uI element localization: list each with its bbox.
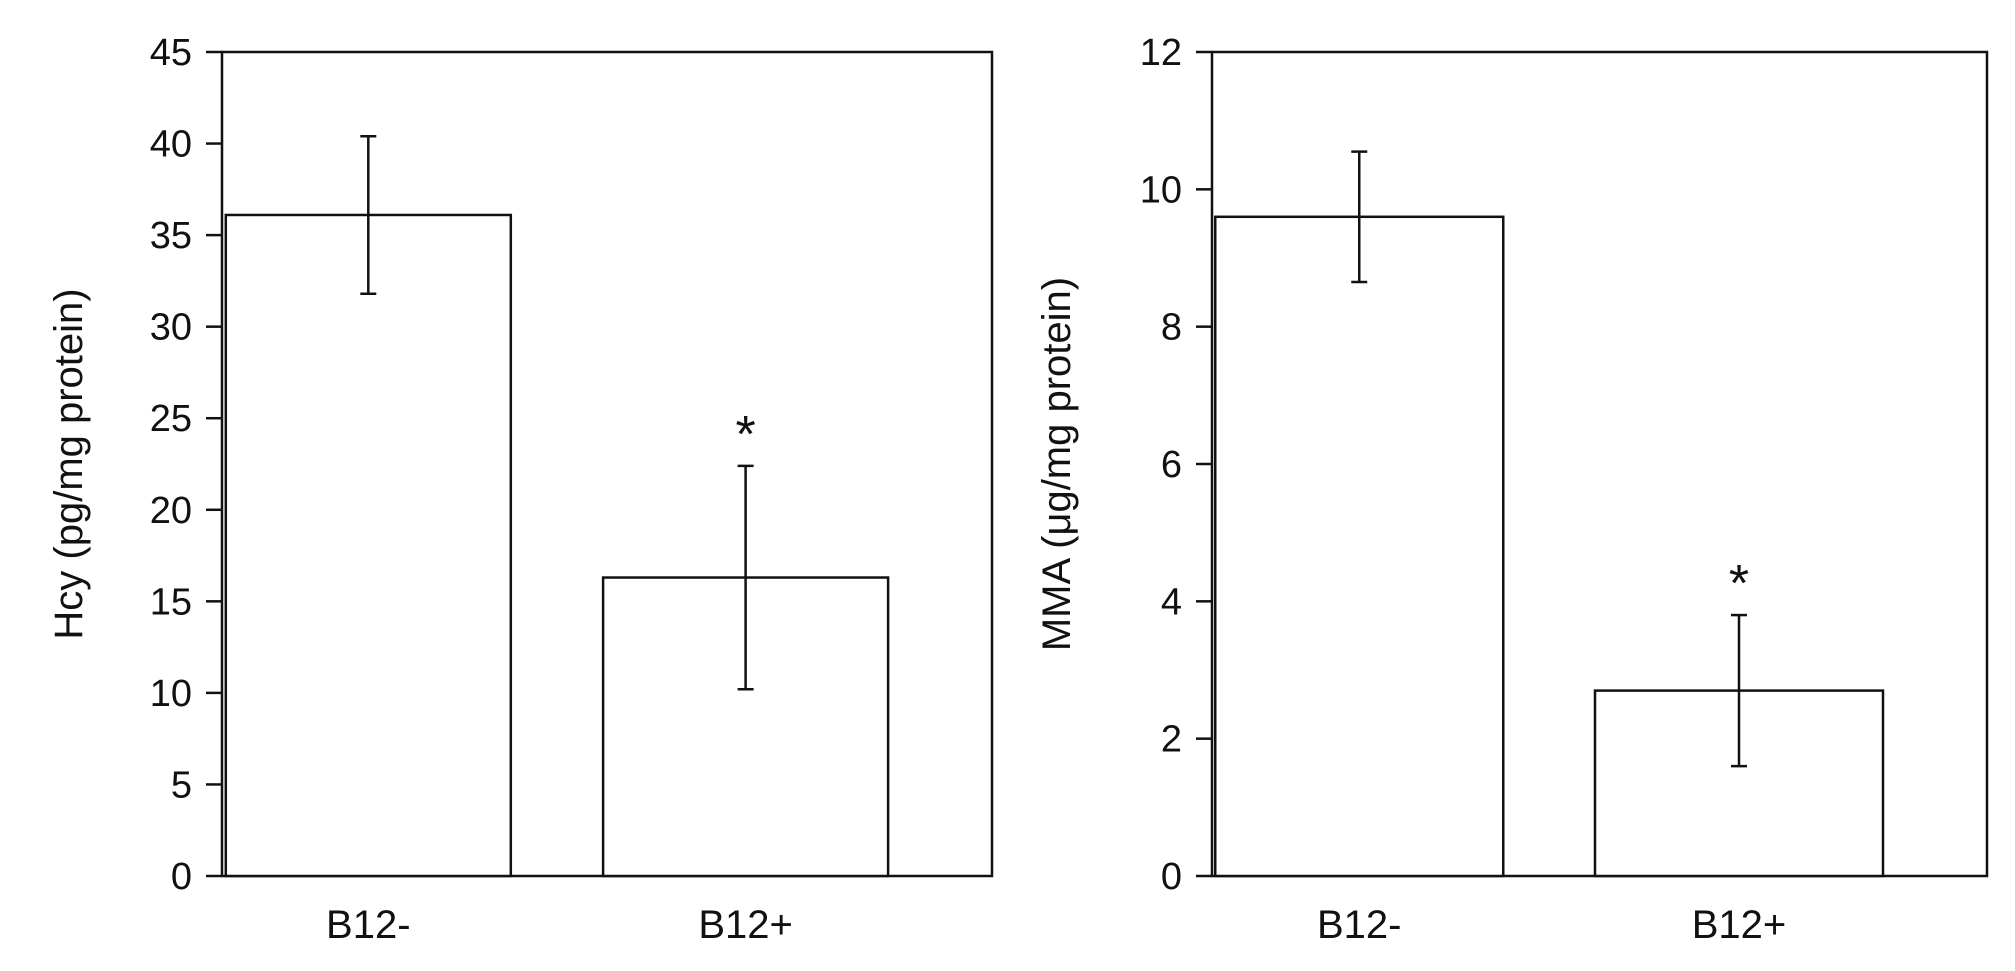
y-tick-label: 35: [150, 215, 192, 257]
y-tick-label: 4: [1161, 581, 1182, 623]
y-tick-label: 20: [150, 490, 192, 532]
category-label: B12-: [1317, 903, 1402, 947]
y-axis-title: MMA (μg/mg protein): [1035, 277, 1079, 651]
y-axis-title: Hcy (pg/mg protein): [47, 288, 91, 639]
chart-mma: 0 2 4 6 8 10 12 MMA (μg/mg protein) B12- B12+ *: [1035, 32, 1989, 947]
y-tick-label: 40: [150, 124, 192, 166]
significance-mark: *: [735, 406, 755, 464]
bar: [1593, 689, 1885, 878]
y-tick-label: 10: [1140, 169, 1182, 211]
bar: [224, 213, 513, 878]
y-tick-label: 2: [1161, 719, 1182, 761]
category-label: B12+: [698, 903, 793, 947]
y-tick-label: 8: [1161, 307, 1182, 349]
category-label: B12+: [1692, 903, 1787, 947]
chart-hcy: 0 5 10 15 20 25 30 35 40 45 Hcy (pg/mg protein) B12…: [47, 32, 994, 947]
y-tick-label: 12: [1140, 32, 1182, 74]
y-tick-label: 25: [150, 398, 192, 440]
bar: [1214, 215, 1505, 878]
y-tick-label: 15: [150, 581, 192, 623]
y-tick-label: 5: [171, 764, 192, 806]
y-tick-label: 6: [1161, 444, 1182, 486]
y-tick-label: 0: [171, 856, 192, 898]
y-tick-label: 0: [1161, 856, 1182, 898]
y-tick-label: 10: [150, 673, 192, 715]
category-label: B12-: [326, 903, 411, 947]
significance-mark: *: [1729, 555, 1749, 613]
y-tick-label: 30: [150, 307, 192, 349]
y-tick-label: 45: [150, 32, 192, 74]
